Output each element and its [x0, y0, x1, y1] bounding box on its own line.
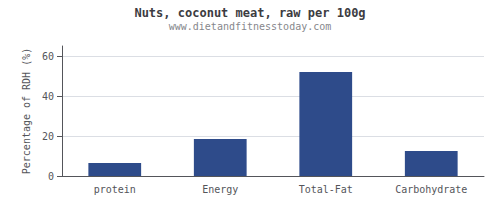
svg-text:20: 20 — [42, 131, 54, 142]
svg-text:Nuts, coconut meat, raw per 10: Nuts, coconut meat, raw per 100g — [134, 6, 365, 20]
svg-text:Total-Fat: Total-Fat — [299, 184, 353, 195]
svg-text:40: 40 — [42, 91, 54, 102]
svg-text:Percentage of RDH (%): Percentage of RDH (%) — [21, 48, 32, 174]
svg-text:0: 0 — [48, 171, 54, 182]
svg-text:www.dietandfitnesstoday.com: www.dietandfitnesstoday.com — [169, 21, 332, 32]
svg-text:Energy: Energy — [202, 184, 238, 195]
svg-text:Carbohydrate: Carbohydrate — [395, 184, 467, 195]
svg-text:protein: protein — [94, 184, 136, 195]
svg-text:60: 60 — [42, 51, 54, 62]
